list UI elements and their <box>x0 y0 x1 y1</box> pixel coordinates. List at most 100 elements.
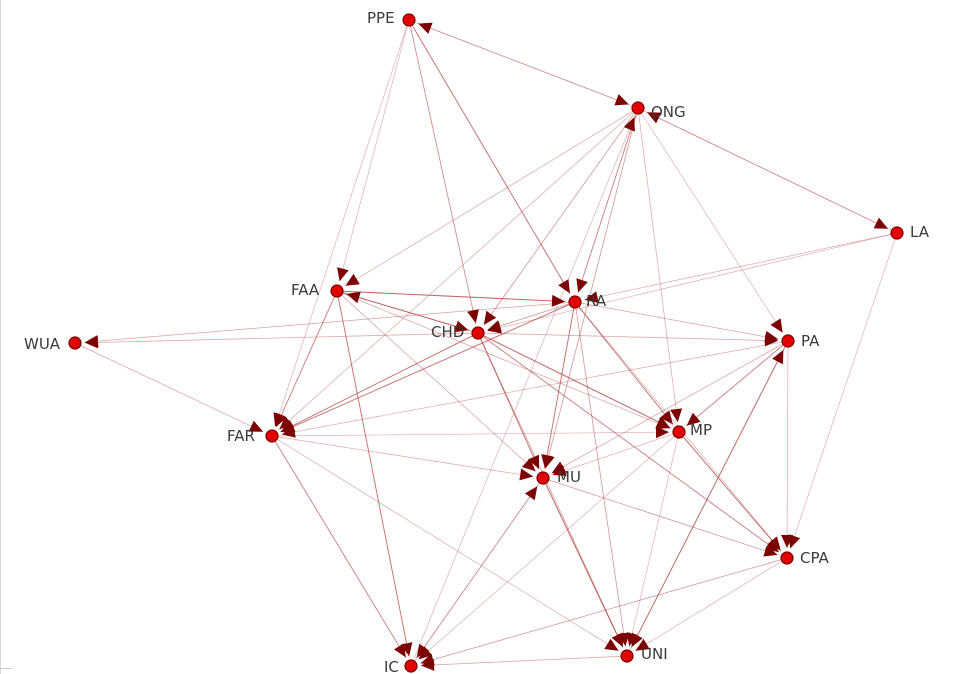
edge-chd-to-uni <box>477 332 624 648</box>
node-pa[interactable]: PA <box>781 332 820 350</box>
arrowhead-ong-to-faa <box>345 273 360 286</box>
node-ppe[interactable]: PPE <box>367 9 416 27</box>
edge-ong-to-ra <box>577 107 639 293</box>
edge-ong-to-far <box>279 107 639 430</box>
edge-pa-to-far <box>281 340 789 435</box>
edge-ppe-to-ra <box>408 19 571 294</box>
node-circle[interactable] <box>471 326 485 340</box>
arrowhead-chd-to-mp <box>655 416 670 428</box>
edge-ppe-to-ong <box>408 19 630 105</box>
edge-mp-to-mu <box>552 431 680 476</box>
edge-faa-to-far <box>275 290 338 428</box>
edge-uni-to-pa <box>626 349 784 657</box>
node-circle[interactable] <box>568 295 582 309</box>
edge-far-to-mp <box>271 431 670 437</box>
node-circle[interactable] <box>536 471 550 485</box>
arrows-layer <box>85 22 888 671</box>
node-label: PPE <box>367 9 395 27</box>
node-circle[interactable] <box>330 284 344 298</box>
edge-ic-to-ong <box>410 116 635 667</box>
arrowhead-ic-to-ong <box>623 117 635 132</box>
edge-la-to-cpa <box>789 232 898 549</box>
edge-ra-to-chd <box>487 301 576 331</box>
arrowhead-faa-to-far <box>275 412 287 427</box>
edge-chd-to-mp <box>477 332 671 429</box>
node-circle[interactable] <box>631 101 645 115</box>
edge-far-to-ic <box>271 435 407 658</box>
arrowhead-ra-to-chd <box>487 320 502 332</box>
edge-faa-to-ra <box>336 290 566 303</box>
arrowhead-ppe-to-chd <box>467 309 479 324</box>
node-circle[interactable] <box>265 429 279 443</box>
node-circle[interactable] <box>780 551 794 565</box>
edge-far-to-mu <box>271 435 534 477</box>
edge-ong-to-la <box>637 107 889 230</box>
edge-cpa-to-uni <box>635 557 788 652</box>
edge-ra-to-mp <box>574 301 674 425</box>
edge-faa-to-mp <box>336 290 671 429</box>
node-label: CPA <box>800 549 830 567</box>
edge-ra-to-mu <box>544 301 576 469</box>
arrowhead-mp-to-cpa <box>767 536 781 551</box>
edge-ong-to-ppe <box>417 23 639 109</box>
edge-chd-to-pa <box>477 332 779 342</box>
nodes-layer: PPE ONG LA FAA RA CHD PA WUA FAR MP MU CPA IC UNI <box>24 9 930 674</box>
edge-ong-to-pa <box>637 107 783 333</box>
arrowhead-far-to-ic <box>394 643 406 658</box>
arrowhead-faa-to-mu <box>521 458 536 472</box>
arrowhead-cpa-to-uni <box>635 638 650 651</box>
node-circle[interactable] <box>404 659 418 673</box>
arrowhead-ra-to-mp <box>659 410 673 425</box>
node-faa[interactable]: FAA <box>291 281 344 299</box>
edge-la-to-chd <box>487 232 898 332</box>
arrowhead-pa-to-far <box>281 425 296 438</box>
node-circle[interactable] <box>620 649 634 663</box>
arrowhead-la-to-ra <box>584 291 599 303</box>
node-wua[interactable]: WUA <box>24 335 82 353</box>
arrowhead-uni-to-pa <box>772 349 784 365</box>
node-label: FAR <box>227 427 255 445</box>
arrowhead-wua-to-far <box>248 420 263 432</box>
edge-mu-to-ic <box>416 477 544 659</box>
edge-la-to-ong <box>646 112 898 234</box>
node-label: MP <box>690 421 712 439</box>
arrowhead-chd-to-pa <box>764 334 778 347</box>
arrowhead-far-to-mp <box>655 426 669 439</box>
node-far[interactable]: FAR <box>227 427 279 445</box>
node-mu[interactable]: MU <box>536 468 581 486</box>
arrowhead-chd-to-faa <box>346 291 361 304</box>
node-label: IC <box>384 658 399 674</box>
node-ic[interactable]: IC <box>384 658 418 674</box>
edge-ra-to-far <box>280 301 576 433</box>
arrowhead-ong-to-mp <box>670 408 683 423</box>
node-label: MU <box>557 468 581 486</box>
arrowhead-ra-to-mu <box>541 454 553 469</box>
node-circle[interactable] <box>68 336 82 350</box>
arrowhead-faa-to-chd <box>454 320 469 333</box>
node-uni[interactable]: UNI <box>620 645 668 663</box>
node-circle[interactable] <box>781 334 795 348</box>
arrowhead-ppe-to-faa <box>337 267 349 282</box>
node-circle[interactable] <box>890 226 904 240</box>
edge-faa-to-mu <box>336 290 536 472</box>
node-chd[interactable]: CHD <box>431 323 485 341</box>
edge-chd-to-far <box>280 332 479 433</box>
arrowhead-far-to-uni <box>604 638 619 651</box>
node-ong[interactable]: ONG <box>631 101 686 121</box>
edge-uni-to-ic <box>420 655 628 666</box>
node-ra[interactable]: RA <box>568 292 607 310</box>
edge-ra-to-uni <box>574 301 626 647</box>
arrowhead-mp-to-mu <box>552 464 567 477</box>
canvas-left-edge <box>0 0 1 674</box>
node-la[interactable]: LA <box>890 223 930 241</box>
node-circle[interactable] <box>672 425 686 439</box>
arrowhead-far-to-mu <box>519 468 534 481</box>
edge-pa-to-uni <box>631 340 789 648</box>
edge-mu-to-uni <box>542 477 624 648</box>
node-cpa[interactable]: CPA <box>780 549 830 567</box>
node-circle[interactable] <box>402 13 416 27</box>
arrowhead-uni-to-ic <box>421 658 435 671</box>
node-mp[interactable]: MP <box>672 421 712 439</box>
edge-ppe-to-chd <box>408 19 477 324</box>
